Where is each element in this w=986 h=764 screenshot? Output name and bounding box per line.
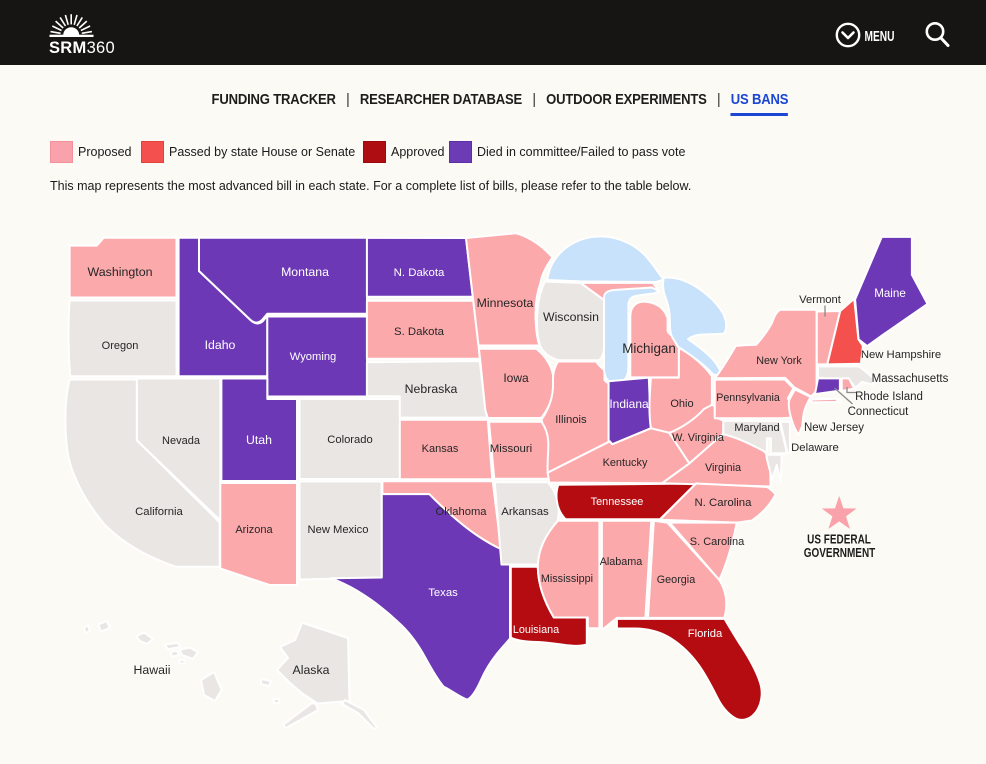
svg-text:Nebraska: Nebraska: [405, 382, 458, 396]
svg-text:Michigan: Michigan: [622, 341, 676, 356]
svg-text:Maine: Maine: [874, 287, 906, 300]
svg-text:Connecticut: Connecticut: [848, 406, 910, 418]
svg-text:Pennsylvania: Pennsylvania: [716, 392, 780, 404]
svg-text:Delaware: Delaware: [791, 442, 839, 454]
svg-text:Maryland: Maryland: [734, 422, 779, 434]
svg-text:Rhode Island: Rhode Island: [855, 391, 923, 403]
svg-text:Oregon: Oregon: [102, 340, 139, 352]
svg-text:Mississippi: Mississippi: [541, 573, 593, 585]
svg-text:N. Dakota: N. Dakota: [394, 267, 445, 279]
svg-text:Hawaii: Hawaii: [134, 663, 171, 677]
svg-text:GOVERNMENT: GOVERNMENT: [804, 547, 875, 560]
svg-text:Kentucky: Kentucky: [603, 457, 648, 469]
svg-text:Vermont: Vermont: [799, 294, 842, 306]
svg-text:Colorado: Colorado: [327, 434, 372, 446]
svg-text:Tennessee: Tennessee: [591, 496, 644, 508]
svg-text:Nevada: Nevada: [162, 435, 201, 447]
svg-text:Ohio: Ohio: [670, 398, 693, 410]
svg-text:New York: New York: [756, 355, 802, 367]
svg-text:Alaska: Alaska: [293, 663, 330, 677]
svg-text:US FEDERAL: US FEDERAL: [807, 533, 871, 546]
svg-text:Georgia: Georgia: [657, 574, 695, 586]
svg-text:S. Carolina: S. Carolina: [690, 536, 745, 548]
svg-text:Arkansas: Arkansas: [501, 506, 549, 518]
svg-text:N. Carolina: N. Carolina: [695, 497, 753, 509]
svg-text:New Mexico: New Mexico: [308, 524, 369, 536]
svg-text:SRM360: SRM360: [49, 39, 115, 57]
svg-text:New Jersey: New Jersey: [804, 422, 864, 434]
svg-text:Indiana: Indiana: [609, 397, 649, 411]
svg-text:Washington: Washington: [88, 265, 153, 279]
svg-text:Alabama: Alabama: [600, 556, 643, 568]
svg-text:Massachusetts: Massachusetts: [872, 373, 949, 385]
svg-text:S. Dakota: S. Dakota: [394, 326, 445, 338]
svg-text:Oklahoma: Oklahoma: [436, 506, 488, 518]
svg-text:Wisconsin: Wisconsin: [543, 310, 599, 324]
svg-text:New Hampshire: New Hampshire: [861, 349, 941, 361]
svg-text:Minnesota: Minnesota: [477, 296, 534, 310]
svg-text:Virginia: Virginia: [705, 462, 742, 474]
svg-text:Arizona: Arizona: [235, 524, 273, 536]
svg-text:Wyoming: Wyoming: [290, 351, 337, 363]
svg-text:Illinois: Illinois: [555, 414, 587, 426]
svg-text:Missouri: Missouri: [490, 443, 532, 455]
svg-text:Idaho: Idaho: [205, 338, 236, 352]
svg-text:Utah: Utah: [246, 433, 272, 447]
svg-text:Texas: Texas: [428, 587, 458, 599]
svg-text:Montana: Montana: [281, 265, 329, 279]
svg-text:Florida: Florida: [688, 628, 723, 640]
svg-text:Iowa: Iowa: [503, 371, 529, 385]
svg-text:California: California: [135, 506, 183, 518]
svg-text:MENU: MENU: [865, 27, 895, 45]
svg-text:Kansas: Kansas: [422, 443, 459, 455]
svg-text:Louisiana: Louisiana: [513, 624, 559, 636]
svg-text:W. Virginia: W. Virginia: [672, 432, 725, 444]
